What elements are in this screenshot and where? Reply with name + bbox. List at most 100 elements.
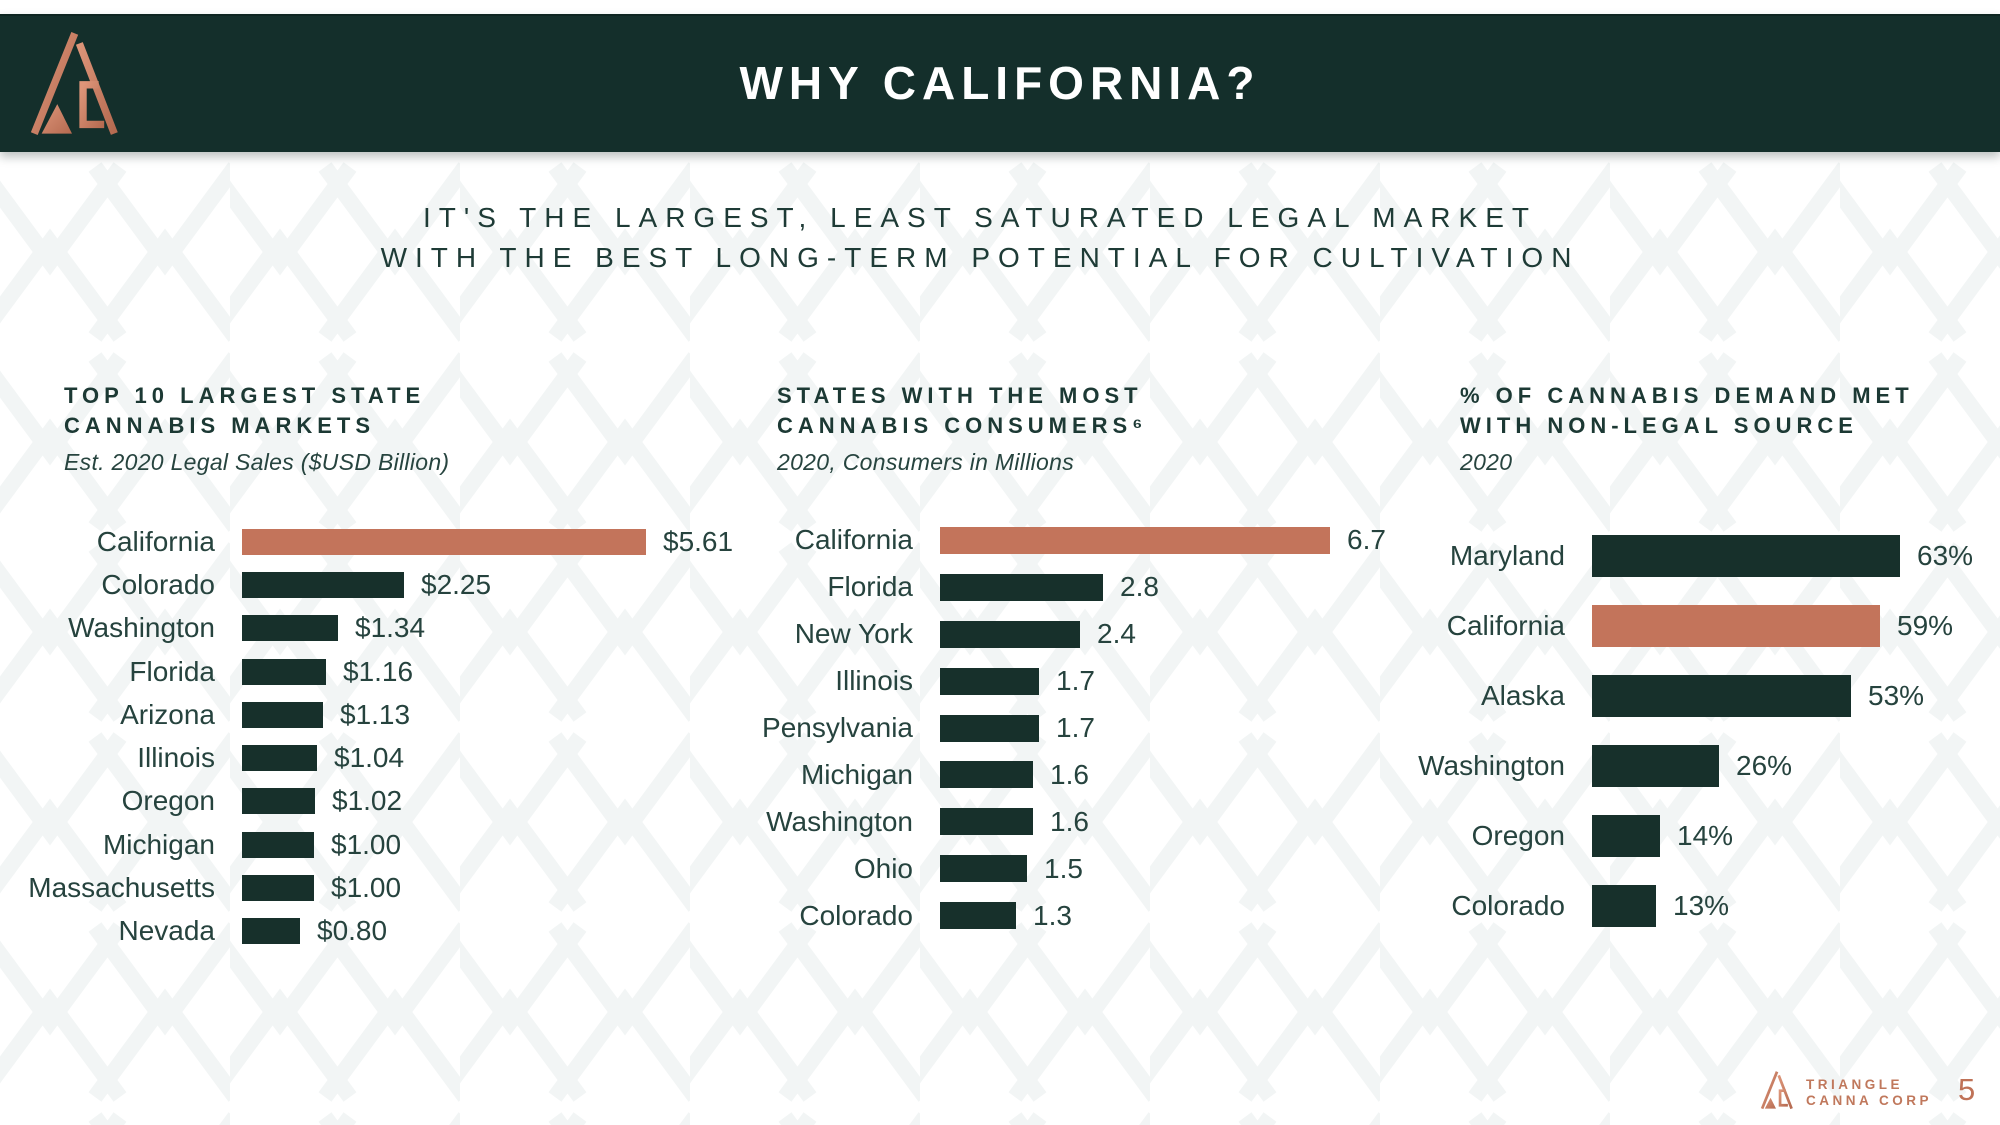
category-label: Michigan [102,828,215,860]
value-label: 1.6 [1050,758,1089,790]
category-label: California [794,524,913,556]
value-label: 2.4 [1097,618,1136,650]
category-label: Oregon [121,785,215,817]
triangle-canna-corp-logo-icon [26,28,118,138]
chart-row: Oregon $1.02 [15,780,733,823]
value-label: 1.6 [1050,805,1089,837]
category-label: Michigan [800,758,913,790]
bar [242,701,323,728]
bar [940,902,1016,930]
chart-title-line: TOP 10 LARGEST STATE [64,383,426,408]
chart-row: Arizona $1.13 [15,693,733,736]
chart-row: California 6.7 [713,517,1386,564]
bar [1592,815,1660,857]
chart-most-consumers: California 6.7 Florida 2.8 New York 2.4 Illino… [713,517,1386,939]
footer-brand: TRIANGLE CANNA CORP [1806,1077,1932,1108]
chart-row: New York 2.4 [713,611,1386,658]
chart-row: California $5.61 [15,520,733,563]
chart-demand-nonlegal: Maryland 63% California 59% Alaska 53% Washing… [1365,521,1973,941]
bar [242,615,338,642]
footer-brand-line2: CANNA CORP [1806,1092,1932,1108]
value-label: 6.7 [1347,524,1386,556]
chart-row: Alaska 53% [1365,661,1973,731]
chart-row: Washington 26% [1365,731,1973,801]
bar [940,808,1033,836]
value-label: $1.16 [343,655,414,687]
bar [242,788,315,815]
chart-row: Michigan 1.6 [713,751,1386,798]
value-label: $1.02 [332,785,403,817]
bar [940,573,1103,601]
chart-title-line: % OF CANNABIS DEMAND MET [1460,383,1914,408]
bar [940,761,1033,789]
chart-row: Nevada $0.80 [15,910,733,953]
category-label: California [96,525,215,557]
chart-most-consumers-header: STATES WITH THE MOST CANNABIS CONSUMERS⁶… [777,381,1147,476]
chart-subtitle: 2020, Consumers in Millions [777,449,1075,475]
page-number: 5 [1958,1072,1976,1107]
chart-top10-markets-header: TOP 10 LARGEST STATE CANNABIS MARKETS Es… [64,381,449,476]
chart-row: Massachusetts $1.00 [15,866,733,909]
category-label: Florida [827,571,913,603]
value-label: 26% [1736,750,1793,781]
category-label: Alaska [1480,680,1565,711]
chart-row: Maryland 63% [1365,521,1973,591]
value-label: 59% [1897,610,1954,641]
bar [242,918,300,945]
category-label: Pensylvania [762,712,913,743]
bar-highlighted [242,528,646,555]
chart-row: Illinois 1.7 [713,658,1386,705]
chart-row: Washington 1.6 [713,798,1386,845]
chart-row: Washington $1.34 [15,607,733,650]
footer-logo-icon [1758,1070,1794,1110]
category-label: New York [794,618,913,650]
value-label: $1.00 [331,828,402,860]
bar [940,714,1039,742]
value-label: $1.00 [331,872,402,904]
bar-highlighted [940,526,1330,554]
bar [1592,535,1900,577]
bar [1592,885,1656,927]
bar [940,855,1027,883]
top-white-strip [0,0,2000,14]
value-label: $2.25 [421,568,492,600]
chart-row: Colorado 1.3 [713,892,1386,939]
slide-subtitle-line1: IT'S THE LARGEST, LEAST SATURATED LEGAL … [423,202,1537,233]
chart-demand-nonlegal-header: % OF CANNABIS DEMAND MET WITH NON-LEGAL … [1460,381,1914,476]
category-label: Illinois [137,742,215,774]
bar [242,875,314,902]
value-label: 2.8 [1120,571,1159,603]
bar [242,831,314,858]
category-label: Ohio [853,852,913,884]
category-label: Colorado [799,899,913,931]
footer-brand-line1: TRIANGLE [1806,1077,1903,1092]
chart-title-line: WITH NON-LEGAL SOURCE [1460,413,1858,438]
category-label: Washington [766,805,913,837]
chart-row: Illinois $1.04 [15,736,733,779]
bar [242,571,404,598]
slide-subtitle: IT'S THE LARGEST, LEAST SATURATED LEGAL … [0,198,2000,278]
value-label: 1.5 [1044,852,1083,884]
value-label: 13% [1673,890,1730,921]
chart-row: Michigan $1.00 [15,823,733,866]
category-label: Massachusetts [28,872,215,904]
category-label: Oregon [1471,820,1565,851]
value-label: $1.34 [355,612,426,644]
value-label: 63% [1917,540,1974,571]
category-label: Arizona [120,698,215,730]
value-label: $1.04 [334,742,405,774]
bar [242,745,317,772]
chart-row: Oregon 14% [1365,801,1973,871]
slide-subtitle-line2: WITH THE BEST LONG-TERM POTENTIAL FOR CU… [380,242,1580,273]
bar-highlighted [1592,605,1880,647]
bar [940,667,1039,695]
bar [1592,675,1851,717]
category-label: California [1446,610,1565,641]
category-label: Illinois [835,665,913,697]
chart-row: Florida $1.16 [15,650,733,693]
category-label: Maryland [1449,540,1565,571]
value-label: 14% [1677,820,1734,851]
bar [1592,745,1719,787]
value-label: $5.61 [663,525,734,557]
chart-subtitle: 2020 [1460,449,1513,475]
